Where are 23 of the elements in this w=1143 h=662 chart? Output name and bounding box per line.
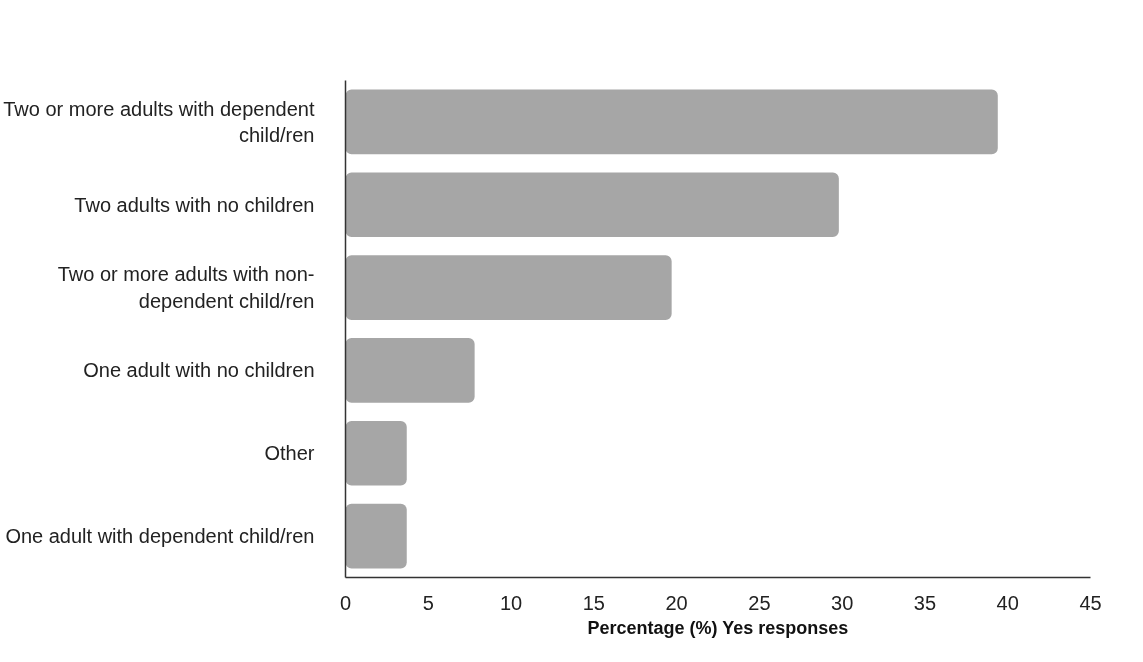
y-tick-label: One adult with no children — [83, 359, 315, 382]
x-tick-label: 45 — [1079, 591, 1102, 614]
y-tick-label: Two or more adults with dependent child/ren — [3, 97, 315, 147]
x-tick-label: 25 — [748, 591, 771, 614]
x-tick-label: 15 — [582, 591, 605, 614]
x-axis-title: Percentage (%) Yes responses — [587, 617, 849, 638]
bar — [345, 89, 998, 155]
x-tick-label: 30 — [831, 591, 854, 614]
bar — [345, 503, 407, 569]
bar — [345, 172, 839, 238]
x-tick-label: 20 — [665, 591, 688, 614]
x-tick-label: 5 — [422, 591, 434, 614]
x-tick-label: 0 — [339, 591, 352, 614]
x-tick-label: 35 — [913, 591, 937, 614]
x-tick-label: 40 — [996, 591, 1019, 614]
y-tick-label: Two or more adults with non-dependent child/ren — [57, 263, 315, 312]
bar — [345, 338, 475, 403]
x-tick-label: 10 — [499, 591, 523, 614]
y-tick-label: Two adults with no children — [74, 193, 315, 216]
y-tick-label: Other — [264, 442, 315, 465]
y-tick-label: One adult with dependent child/ren — [5, 525, 315, 548]
bar — [345, 420, 407, 486]
bar — [345, 255, 672, 320]
